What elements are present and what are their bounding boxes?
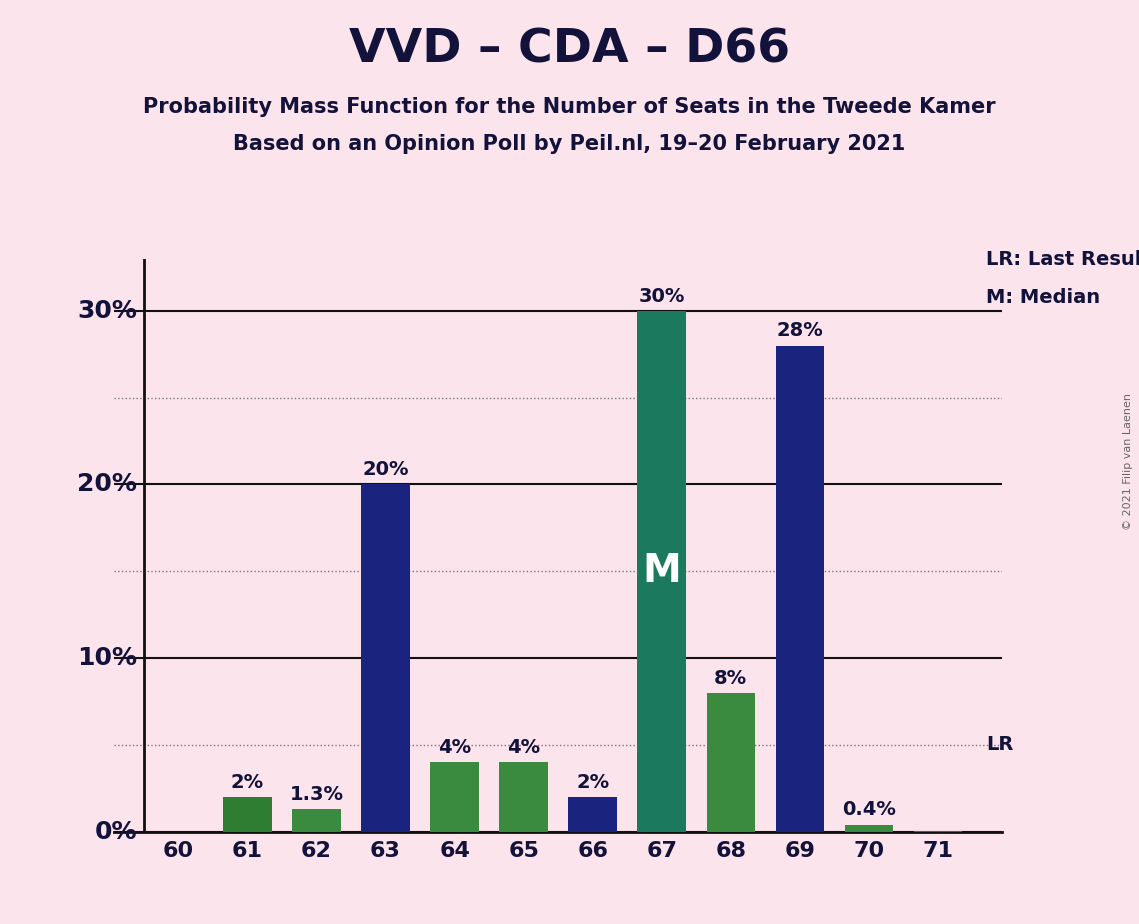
Text: Based on an Opinion Poll by Peil.nl, 19–20 February 2021: Based on an Opinion Poll by Peil.nl, 19–… — [233, 134, 906, 154]
Text: 30%: 30% — [77, 298, 137, 322]
Bar — [568, 796, 617, 832]
Text: 2%: 2% — [231, 772, 264, 792]
Text: 30%: 30% — [639, 286, 685, 306]
Text: LR: Last Result: LR: Last Result — [986, 250, 1139, 269]
Text: LR: LR — [986, 736, 1014, 754]
Text: 8%: 8% — [714, 668, 747, 687]
Text: 10%: 10% — [77, 646, 137, 670]
Text: 0.4%: 0.4% — [842, 800, 895, 820]
Text: 2%: 2% — [576, 772, 609, 792]
Text: 4%: 4% — [507, 738, 540, 757]
Bar — [776, 346, 823, 832]
Bar — [293, 809, 341, 832]
Text: Probability Mass Function for the Number of Seats in the Tweede Kamer: Probability Mass Function for the Number… — [144, 97, 995, 117]
Text: 1.3%: 1.3% — [289, 784, 344, 804]
Bar — [223, 796, 271, 832]
Text: M: M — [642, 553, 681, 590]
Bar — [638, 310, 686, 832]
Text: 20%: 20% — [362, 460, 409, 480]
Text: 28%: 28% — [777, 322, 823, 340]
Text: 4%: 4% — [439, 738, 472, 757]
Text: M: Median: M: Median — [986, 288, 1100, 308]
Text: 20%: 20% — [77, 472, 137, 496]
Bar — [845, 824, 893, 832]
Bar — [499, 762, 548, 832]
Text: 0%: 0% — [95, 820, 137, 844]
Bar — [361, 484, 410, 832]
Text: © 2021 Filip van Laenen: © 2021 Filip van Laenen — [1123, 394, 1133, 530]
Bar — [706, 693, 755, 832]
Bar — [431, 762, 478, 832]
Text: VVD – CDA – D66: VVD – CDA – D66 — [349, 28, 790, 73]
